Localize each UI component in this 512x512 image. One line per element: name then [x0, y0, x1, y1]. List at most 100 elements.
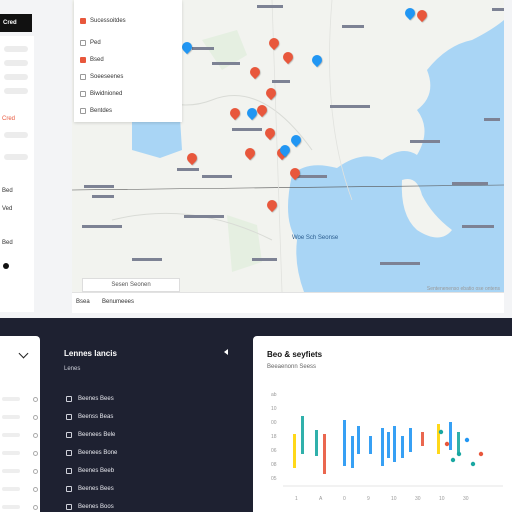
map-pin-icon[interactable]: [227, 105, 243, 121]
layer-row[interactable]: Soeeseenes: [80, 72, 123, 82]
map-legend[interactable]: Sesen Seonen: [82, 278, 180, 292]
rail-label-red[interactable]: Cred: [2, 116, 16, 122]
chart-bar[interactable]: [387, 432, 390, 458]
map-attribution: Sentenenenso ebatio ose ontens: [426, 286, 500, 292]
radio-icon[interactable]: [33, 396, 38, 402]
chart-bar[interactable]: [457, 432, 460, 454]
map-pin-icon[interactable]: [263, 85, 279, 101]
chart-bar[interactable]: [401, 436, 404, 458]
list-title: Lennes lancis: [64, 349, 117, 358]
map-pin-icon[interactable]: [264, 197, 280, 213]
chart-bar[interactable]: [381, 428, 384, 466]
chart-bar[interactable]: [369, 436, 372, 454]
chart-point[interactable]: [456, 451, 462, 457]
list-item[interactable]: Beenes Bees: [66, 394, 114, 404]
radio-icon[interactable]: [33, 414, 38, 420]
layer-label: Bsed: [90, 57, 104, 63]
rail-label[interactable]: Bed: [2, 188, 13, 194]
radio-icon[interactable]: [33, 450, 38, 456]
chart-point[interactable]: [470, 461, 476, 467]
list-item[interactable]: Beenes Boos: [66, 502, 114, 512]
map-pin-icon[interactable]: [309, 52, 325, 68]
x-tick-label: 0: [343, 496, 346, 502]
layer-checkbox[interactable]: [80, 57, 86, 63]
map-pin-icon[interactable]: [262, 125, 278, 141]
map-pin-icon[interactable]: [179, 39, 195, 55]
chart-bar[interactable]: [323, 434, 326, 474]
mini-row[interactable]: [2, 430, 38, 440]
radio-icon[interactable]: [33, 468, 38, 474]
layers-panel: Sucessoitdes Ped Bsed Soeeseenes Biwidni…: [74, 0, 182, 122]
map-pin-icon[interactable]: [287, 165, 303, 181]
layer-checkbox[interactable]: [80, 91, 86, 97]
layer-row[interactable]: Biwidnioned: [80, 89, 122, 99]
brand-tab[interactable]: Cred: [0, 14, 32, 32]
mini-row[interactable]: [2, 466, 38, 476]
mini-row[interactable]: [2, 484, 38, 494]
rail-placeholder-row: [4, 154, 28, 160]
layer-checkbox[interactable]: [80, 40, 86, 46]
list-item[interactable]: Beenes Bees: [66, 484, 114, 494]
chart-bar[interactable]: [315, 430, 318, 456]
map-pin-icon[interactable]: [288, 132, 304, 148]
chart-point[interactable]: [450, 457, 456, 463]
list-item[interactable]: Beenees Bele: [66, 430, 115, 440]
layer-row[interactable]: Ped: [80, 38, 101, 48]
map-pin-icon[interactable]: [266, 35, 282, 51]
list-item-label: Beenss Beas: [78, 414, 114, 420]
mini-row[interactable]: [2, 448, 38, 458]
list-item[interactable]: Beenss Beas: [66, 412, 113, 422]
radio-icon[interactable]: [33, 504, 38, 510]
layer-checkbox[interactable]: [80, 74, 86, 80]
map-bottom-tab[interactable]: Bsea: [76, 299, 90, 305]
chart-point[interactable]: [438, 429, 444, 435]
list-item[interactable]: Beenes Beeb: [66, 466, 114, 476]
radio-icon[interactable]: [33, 486, 38, 492]
map-pin-icon[interactable]: [402, 5, 418, 21]
chart-bar[interactable]: [357, 426, 360, 454]
map-canvas[interactable]: Woe Sch Seonse Sesen Seonen Sentenenenso…: [72, 0, 504, 292]
doc-icon: [66, 468, 72, 474]
mini-row[interactable]: [2, 502, 38, 512]
chart-bar[interactable]: [351, 436, 354, 468]
map-pin-icon[interactable]: [254, 102, 270, 118]
chart-bar[interactable]: [301, 416, 304, 454]
chart-point[interactable]: [478, 451, 484, 457]
mini-row[interactable]: [2, 394, 38, 404]
chart-bar[interactable]: [409, 428, 412, 452]
map-bottom-tab[interactable]: Benumeees: [102, 299, 135, 305]
water-label: Woe Sch Seonse: [292, 235, 339, 241]
layer-label: Soeeseenes: [90, 74, 124, 80]
collapse-icon[interactable]: [224, 349, 228, 355]
map-pin-icon[interactable]: [247, 64, 263, 80]
chart-bar[interactable]: [449, 422, 452, 450]
layer-checkbox[interactable]: [80, 108, 86, 114]
map-pin-icon[interactable]: [414, 7, 430, 23]
legend-text: Sesen Seonen: [111, 282, 151, 288]
map-pin-icon[interactable]: [184, 150, 200, 166]
list-item[interactable]: Beenees Bone: [66, 448, 117, 458]
layer-row[interactable]: Sucessoitdes: [80, 16, 126, 26]
rail-label[interactable]: Ved: [2, 206, 13, 212]
rail-placeholder-row: [4, 46, 28, 52]
chevron-down-icon[interactable]: [18, 348, 29, 359]
radio-icon[interactable]: [33, 432, 38, 438]
list-item-label: Beenes Bees: [78, 396, 114, 402]
list-item-label: Beenes Bees: [78, 486, 114, 492]
layer-row[interactable]: Bsed: [80, 55, 104, 65]
chart-bar[interactable]: [343, 420, 346, 466]
chart-bar[interactable]: [437, 424, 440, 454]
map-pin-icon[interactable]: [280, 49, 296, 65]
rail-label[interactable]: Bed: [2, 240, 13, 246]
chart-point[interactable]: [464, 437, 470, 443]
rail-dot-icon[interactable]: [3, 263, 9, 269]
x-tick-label: 10: [391, 496, 397, 502]
chart-bar[interactable]: [293, 434, 296, 468]
chart-bar[interactable]: [393, 426, 396, 462]
chart-point[interactable]: [444, 441, 450, 447]
chart-bar[interactable]: [421, 432, 424, 446]
layer-checkbox[interactable]: [80, 18, 86, 24]
layer-row[interactable]: Bentdes: [80, 106, 112, 116]
map-pin-icon[interactable]: [242, 145, 258, 161]
mini-row[interactable]: [2, 412, 38, 422]
